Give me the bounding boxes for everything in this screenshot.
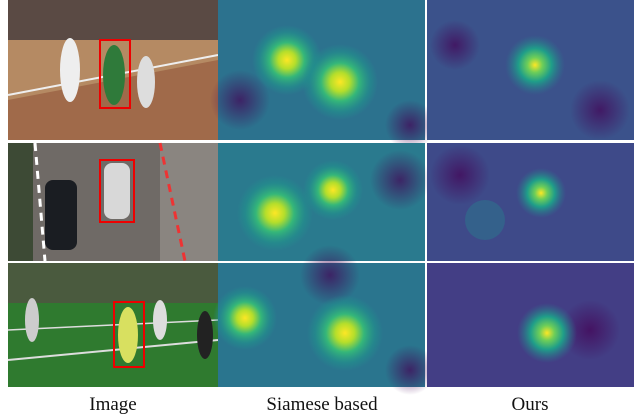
photo-basketball xyxy=(7,0,219,140)
heatmap-ours-3 xyxy=(427,263,634,387)
heatmap-siamese-3 xyxy=(213,245,435,395)
heatmap-siamese-2 xyxy=(218,143,430,261)
column-caption: Image xyxy=(89,394,136,415)
column-caption: Siamese based xyxy=(266,394,378,415)
column-caption: Ours xyxy=(512,394,549,415)
heatmap-siamese-1 xyxy=(210,0,435,150)
heatmap-ours-1 xyxy=(427,0,634,140)
photo-cars xyxy=(8,142,218,262)
heatmap-ours-2 xyxy=(427,143,634,261)
photo-soccer xyxy=(7,263,219,387)
